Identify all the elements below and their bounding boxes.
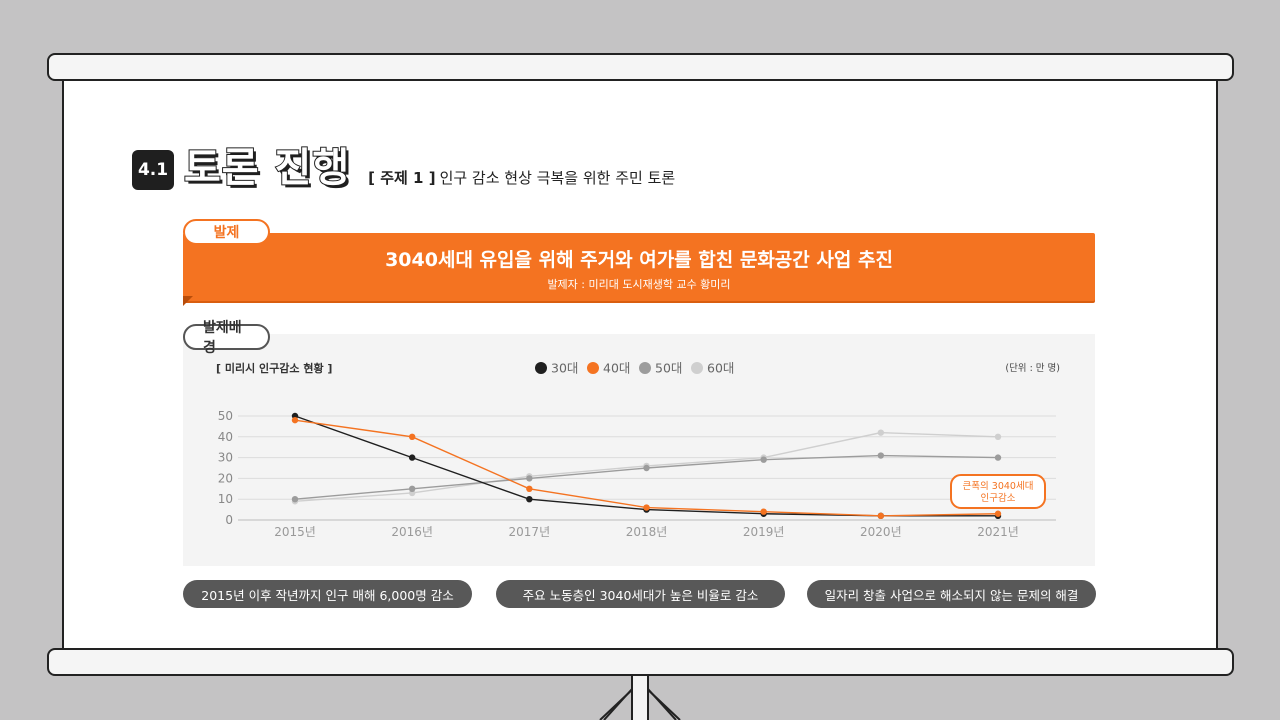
legend-label-2: 40대 [603, 361, 630, 376]
screen-bottom-roller [47, 648, 1234, 676]
legend-marker-1 [535, 362, 547, 374]
data-point-series-3 [643, 464, 650, 472]
chart-svg: [ 미리시 인구감소 현황 ] (단위 : 만 명) 30대 40대 50대 60대 0 10… [216, 361, 1060, 540]
x-tick-label: 2016년 [391, 525, 433, 539]
data-point-series-3 [526, 475, 533, 482]
legend-label-3: 50대 [655, 361, 682, 376]
presentation-banner: 3040세대 유입을 위해 주거와 여가를 합친 문화공간 사업 추진 발제자 … [183, 233, 1095, 301]
legend-label-4: 60대 [707, 361, 734, 376]
data-point-series-2 [408, 433, 416, 440]
data-point-series-4 [994, 433, 1002, 440]
section-number: 4.1 [132, 150, 174, 190]
data-point-series-3 [877, 452, 885, 459]
data-point-series-3 [760, 456, 767, 463]
projector-stand-pole [631, 672, 649, 720]
summary-pill-2: 주요 노동층인 3040세대가 높은 비율로 감소 [496, 580, 785, 608]
data-point-series-3 [994, 454, 1002, 461]
legend-marker-2 [587, 362, 599, 374]
x-tick-label: 2018년 [626, 525, 668, 539]
screen-top-roller [47, 53, 1234, 81]
x-tick-label: 2017년 [509, 525, 551, 539]
data-point-series-2 [760, 508, 767, 515]
x-tick-label: 2021년 [977, 525, 1019, 539]
x-tick-label: 2019년 [743, 525, 785, 539]
population-chart: [ 미리시 인구감소 현황 ] (단위 : 만 명) 30대 40대 50대 60대 0 10… [183, 334, 1095, 566]
annotation-box [950, 474, 1046, 509]
x-tick-label: 2020년 [860, 525, 902, 539]
tab-presentation: 발제 [183, 219, 270, 245]
y-tick-label: 50 [218, 409, 233, 423]
summary-pill-1: 2015년 이후 작년까지 인구 매해 6,000명 감소 [183, 580, 472, 608]
data-point-series-2 [994, 510, 1002, 517]
series-line-3 [294, 454, 999, 500]
legend-marker-4 [691, 362, 703, 374]
data-point-series-3 [291, 496, 299, 503]
annotation-text: 큰폭의 3040세대 [963, 481, 1034, 492]
annotation-text: 인구감소 [981, 492, 1016, 504]
banner-fold [183, 296, 193, 306]
chart-title: [ 미리시 인구감소 현황 ] [216, 361, 332, 375]
subtitle-tag: [ 주제 1 ] [368, 169, 436, 187]
legend-label-1: 30대 [551, 361, 578, 376]
section-subtitle: [ 주제 1 ] 인구 감소 현상 극복을 위한 주민 토론 [368, 167, 675, 190]
y-tick-label: 20 [218, 471, 233, 485]
data-point-series-3 [408, 485, 416, 492]
x-tick-label: 2015년 [274, 525, 316, 539]
data-point-series-2 [643, 504, 650, 511]
data-point-series-4 [877, 429, 885, 436]
projector-stand [599, 686, 681, 720]
chart-unit: (단위 : 만 명) [1005, 362, 1060, 374]
data-point-series-1 [408, 454, 416, 461]
presenter-line: 발제자 : 미리대 도시재생학 교수 황미리 [547, 278, 731, 291]
y-tick-label: 40 [218, 430, 233, 444]
data-point-series-2 [291, 416, 299, 424]
presentation-headline: 3040세대 유입을 위해 주거와 여가를 합친 문화공간 사업 추진 [385, 249, 893, 271]
y-tick-label: 10 [218, 492, 233, 506]
legend-marker-3 [639, 362, 651, 374]
subtitle-text: 인구 감소 현상 극복을 위한 주민 토론 [439, 169, 676, 187]
data-point-series-2 [526, 485, 533, 492]
summary-pill-3: 일자리 창출 사업으로 해소되지 않는 문제의 해결 [807, 580, 1096, 608]
data-point-series-2 [877, 512, 885, 520]
section-header: 4.1 토론 진행 [ 주제 1 ] 인구 감소 현상 극복을 위한 주민 토론 [132, 145, 675, 191]
section-title: 토론 진행 [183, 145, 351, 191]
tab-background: 발제배경 [183, 320, 270, 356]
data-point-series-1 [526, 496, 533, 503]
y-tick-label: 0 [225, 513, 233, 527]
y-tick-label: 30 [218, 451, 233, 465]
